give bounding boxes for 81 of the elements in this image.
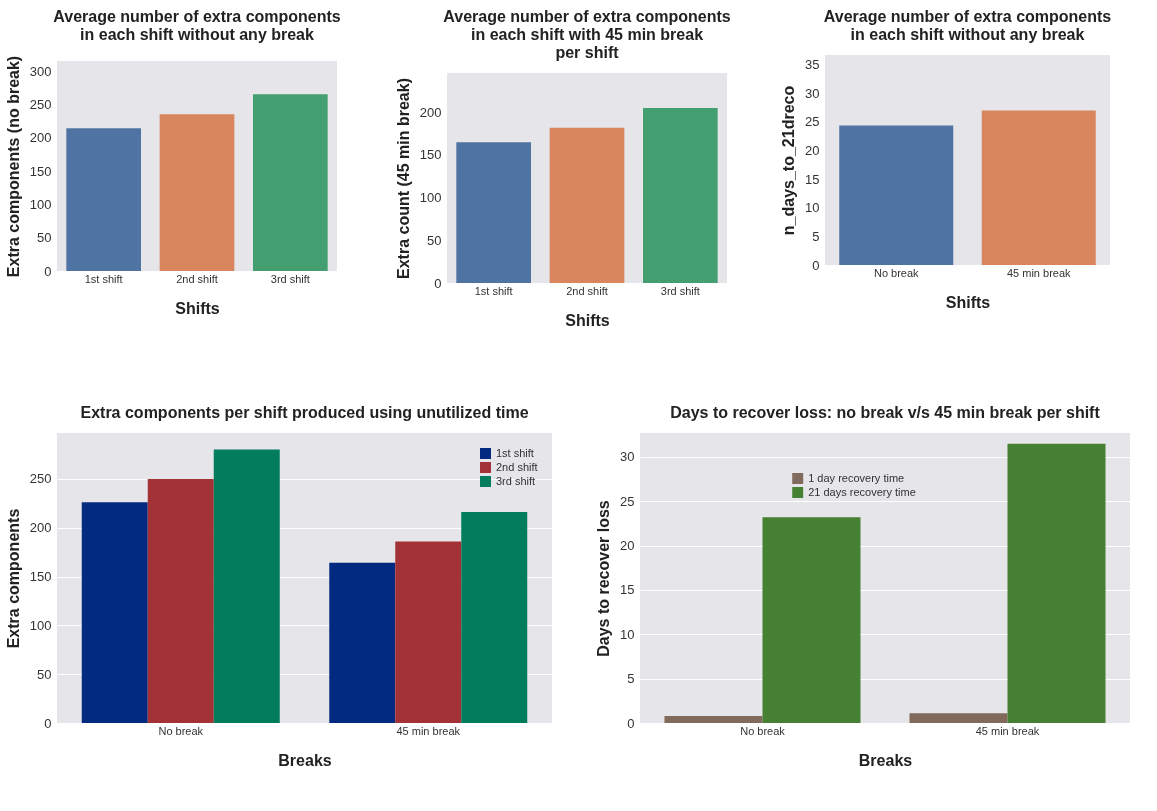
y-tick-label: 20	[620, 538, 635, 554]
y-tick-label: 5	[627, 671, 635, 687]
chart-title: Average number of extra components in each shift without any break	[53, 8, 341, 44]
chart-title: Extra components per shift produced using unutilized time	[80, 404, 529, 421]
y-tick-label: 100	[29, 196, 52, 212]
y-tick-label: 50	[37, 230, 52, 246]
x-tick-label: 1st shift	[84, 272, 123, 285]
bar	[329, 562, 396, 723]
x-tick-label: 3rd shift	[660, 284, 700, 297]
y-axis-title: n_days_to_21dreco	[780, 85, 798, 236]
bar	[664, 715, 763, 723]
bar	[147, 478, 214, 723]
y-tick-label: 150	[29, 163, 52, 179]
y-tick-label: 50	[37, 666, 52, 682]
bar	[253, 94, 328, 271]
bar	[81, 502, 148, 723]
y-axis-title: Extra components	[4, 508, 22, 649]
y-tick-label: 200	[29, 520, 52, 536]
legend-label: 1st shift	[496, 446, 534, 459]
x-tick-label: 2nd shift	[566, 284, 608, 297]
y-tick-label: 300	[29, 63, 52, 79]
bar	[461, 512, 528, 723]
bar	[549, 127, 625, 283]
x-tick-label: 1st shift	[474, 284, 513, 297]
x-tick-label: 45 min break	[396, 724, 461, 737]
legend-label: 21 days recovery time	[808, 485, 916, 498]
y-tick-label: 0	[812, 257, 820, 273]
bar	[66, 128, 141, 271]
bar	[395, 541, 462, 723]
bar	[643, 108, 718, 283]
x-tick-label: 45 min break	[975, 724, 1040, 737]
y-tick-label: 10	[805, 200, 820, 216]
y-axis-title: Extra components (no break)	[4, 55, 22, 278]
y-tick-label: 30	[620, 449, 635, 465]
x-tick-label: 45 min break	[1006, 266, 1072, 279]
y-tick-label: 10	[620, 626, 635, 642]
y-tick-label: 0	[434, 275, 442, 291]
bar	[159, 114, 235, 271]
y-tick-label: 25	[620, 493, 635, 509]
y-tick-label: 15	[620, 582, 635, 598]
legend-label: 1 day recovery time	[808, 471, 905, 484]
bar	[909, 713, 1008, 723]
x-axis-title: Shifts	[565, 311, 610, 329]
y-tick-label: 100	[419, 190, 442, 206]
legend-label: 3rd shift	[496, 474, 536, 487]
x-tick-label: No break	[740, 724, 786, 737]
y-tick-label: 30	[805, 85, 820, 101]
x-tick-label: No break	[158, 724, 204, 737]
legend-label: 2nd shift	[496, 460, 538, 473]
x-axis-title: Shifts	[175, 299, 220, 317]
y-tick-label: 200	[29, 130, 52, 146]
y-tick-label: 0	[44, 715, 52, 731]
y-tick-label: 250	[29, 471, 52, 487]
bar	[213, 449, 280, 723]
y-tick-label: 100	[29, 617, 52, 633]
y-tick-label: 150	[419, 147, 442, 163]
x-axis-title: Breaks	[278, 751, 332, 769]
x-tick-label: 2nd shift	[176, 272, 218, 285]
chart-title: Days to recover loss: no break v/s 45 min break per shift	[670, 404, 1101, 421]
bar	[762, 517, 861, 723]
y-axis-title: Days to recover loss	[595, 500, 613, 657]
x-axis-title: Breaks	[858, 751, 913, 769]
chart-title: Average number of extra components in each shift without any break	[823, 8, 1112, 43]
y-tick-label: 35	[805, 57, 820, 73]
bar	[1007, 443, 1106, 723]
y-tick-label: 50	[427, 232, 442, 248]
y-tick-label: 15	[805, 171, 820, 187]
x-axis-title: Shifts	[945, 293, 991, 311]
chart-title: Average number of extra components in each shift with 45 min break per shift	[443, 8, 731, 61]
y-tick-label: 5	[812, 228, 820, 244]
y-tick-label: 0	[44, 263, 52, 279]
y-tick-label: 200	[419, 104, 442, 120]
x-tick-label: No break	[873, 266, 920, 279]
y-tick-label: 20	[805, 143, 820, 159]
y-tick-label: 25	[805, 114, 820, 130]
y-tick-label: 0	[627, 715, 635, 731]
y-tick-label: 150	[29, 569, 52, 585]
bar	[456, 142, 531, 283]
y-axis-title: Extra count (45 min break)	[394, 78, 412, 279]
x-tick-label: 3rd shift	[270, 272, 310, 285]
y-tick-label: 250	[29, 96, 52, 112]
